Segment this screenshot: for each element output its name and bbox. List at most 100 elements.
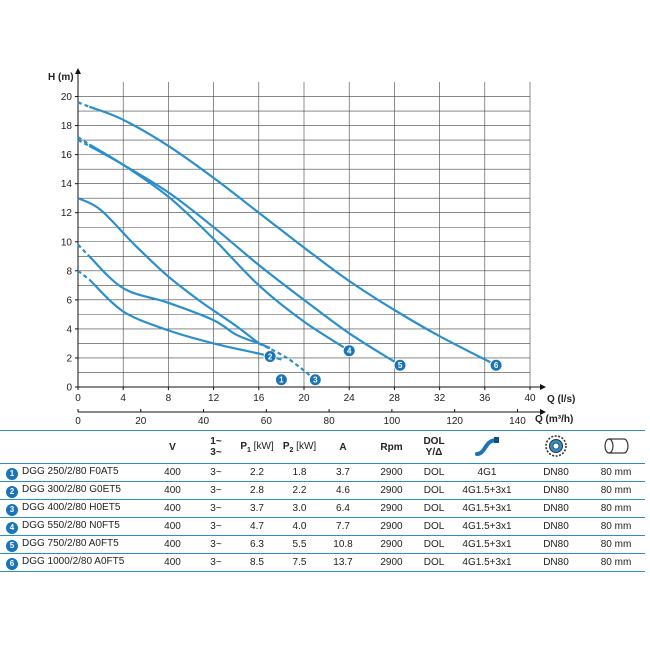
p2-cell: 2.2 <box>277 481 322 500</box>
model-cell: 1 DGG 250/2/80 F0AT5 <box>0 463 150 482</box>
curve-badge-4 <box>342 344 356 358</box>
curve-badge-5 <box>393 358 407 372</box>
curve-badge-label-4: 4 <box>347 347 352 356</box>
row-number-badge: 4 <box>6 521 18 534</box>
x2-axis-arrow <box>540 409 546 415</box>
p2-cell: 1.8 <box>277 463 322 482</box>
flange-cell: DN80 <box>525 499 587 518</box>
start-cell: DOL <box>419 553 449 572</box>
row-number-badge: 1 <box>6 467 18 480</box>
model-cell: 2 DGG 300/2/80 G0ET5 <box>0 481 150 500</box>
pump-curve-6-line <box>88 105 497 367</box>
cable-cell: 4G1.5+3x1 <box>449 517 525 536</box>
voltage-cell: 400 <box>150 481 195 500</box>
flange-cell: DN80 <box>525 517 587 536</box>
table-row: 2 DGG 300/2/80 G0ET5 400 3~ 2.8 2.2 4.6 2900 DOL… <box>0 481 645 500</box>
model-name: DGG 250/2/80 F0AT5 <box>22 465 119 477</box>
p1-header-unit: [kW] <box>253 440 274 452</box>
x-tick-label: 36 <box>479 393 491 404</box>
x2-tick-label: 60 <box>261 416 273 427</box>
phase-header: 1~ 3~ <box>195 430 237 464</box>
flange-cell: DN80 <box>525 481 587 500</box>
p1-cell: 8.5 <box>237 553 277 572</box>
model-name: DGG 550/2/80 N0FT5 <box>22 519 120 531</box>
table-row: 5 DGG 750/2/80 A0FT5 400 3~ 6.3 5.5 10.8 2900 DO… <box>0 535 645 554</box>
y-tick-label: 0 <box>66 383 72 394</box>
pump-curve-4-line <box>88 143 350 352</box>
start-cell: DOL <box>419 499 449 518</box>
phase-header-bottom: 3~ <box>210 447 222 458</box>
x-tick-label: 20 <box>298 393 310 404</box>
pump-curve-3: 3 <box>77 197 322 387</box>
p1-header-main: P <box>240 440 247 452</box>
spec-table-header: V 1~ 3~ P1 [kW] P2 [kW] A Rpm DOL Y/Δ <box>0 430 645 464</box>
phase-cell: 3~ <box>195 517 237 536</box>
curve-badge-1 <box>274 373 288 387</box>
p2-cell: 4.0 <box>277 517 322 536</box>
start-header: DOL Y/Δ <box>419 430 449 464</box>
chart-curves: 1 2 3 4 5 6 <box>77 101 503 387</box>
cable-cell: 4G1.5+3x1 <box>449 481 525 500</box>
p2-header-sub: 2 <box>289 446 294 454</box>
y-axis-arrow <box>75 68 81 74</box>
model-header <box>0 430 150 464</box>
phase-cell: 3~ <box>195 499 237 518</box>
p1-header-sub: 1 <box>246 446 251 454</box>
cable-cell: 4G1.5+3x1 <box>449 553 525 572</box>
y-tick-label: 16 <box>61 150 73 161</box>
ampere-cell: 4.6 <box>322 481 364 500</box>
voltage-header: V <box>150 430 195 464</box>
p2-header-unit: [kW] <box>296 440 317 452</box>
x2-axis-label: Q (m³/h) <box>535 414 573 425</box>
start-cell: DOL <box>419 481 449 500</box>
flange-cell: DN80 <box>525 553 587 572</box>
ampere-cell: 13.7 <box>322 553 364 572</box>
pump-curve-4: 4 <box>77 136 356 358</box>
pump-curve-3-dashed <box>258 342 316 381</box>
voltage-cell: 400 <box>150 499 195 518</box>
cable-cell: 4G1.5+3x1 <box>449 535 525 554</box>
model-cell: 3 DGG 400/2/80 H0ET5 <box>0 499 150 518</box>
y-tick-label: 10 <box>61 237 73 248</box>
ampere-header: A <box>322 430 364 464</box>
chart-axes <box>75 68 546 415</box>
pump-curve-5-dashed <box>77 139 90 147</box>
model-name: DGG 750/2/80 A0FT5 <box>22 537 119 549</box>
pump-curve-1-line <box>88 278 282 361</box>
model-cell: 6 DGG 1000/2/80 A0FT5 <box>0 553 150 572</box>
ampere-cell: 6.4 <box>322 499 364 518</box>
row-number-badge: 2 <box>6 485 18 498</box>
phase-cell: 3~ <box>195 463 237 482</box>
row-number-badge: 5 <box>6 539 18 552</box>
row-number-badge: 3 <box>6 503 18 516</box>
pipe-cell: 80 mm <box>587 481 645 500</box>
x2-tick-label: 80 <box>324 416 336 427</box>
p1-cell: 4.7 <box>237 517 277 536</box>
y-tick-label: 14 <box>61 179 73 190</box>
y-tick-label: 4 <box>66 324 72 335</box>
voltage-cell: 400 <box>150 517 195 536</box>
x-tick-label: 32 <box>434 393 446 404</box>
row-number-badge: 6 <box>6 557 18 570</box>
y-tick-label: 6 <box>66 295 72 306</box>
pipe-header <box>587 430 645 464</box>
y-tick-label: 18 <box>61 121 73 132</box>
pump-curve-4-dashed <box>77 136 90 146</box>
phase-cell: 3~ <box>195 535 237 554</box>
model-cell: 5 DGG 750/2/80 A0FT5 <box>0 535 150 554</box>
x-tick-label: 4 <box>120 393 126 404</box>
start-cell: DOL <box>419 535 449 554</box>
table-row: 6 DGG 1000/2/80 A0FT5 400 3~ 8.5 7.5 13.7 2900 D… <box>0 553 645 572</box>
cable-cell: 4G1 <box>449 463 525 482</box>
curve-badge-label-2: 2 <box>268 353 273 362</box>
pump-curve-3-line <box>77 197 260 345</box>
phase-cell: 3~ <box>195 553 237 572</box>
pump-curve-5-line <box>88 144 401 367</box>
curve-badge-2 <box>263 350 277 363</box>
x-axis-label: Q (l/s) <box>547 394 575 405</box>
curve-badge-label-5: 5 <box>398 361 403 370</box>
x2-tick-label: 100 <box>384 416 401 427</box>
p1-cell: 2.8 <box>237 481 277 500</box>
y-tick-label: 2 <box>66 353 72 364</box>
